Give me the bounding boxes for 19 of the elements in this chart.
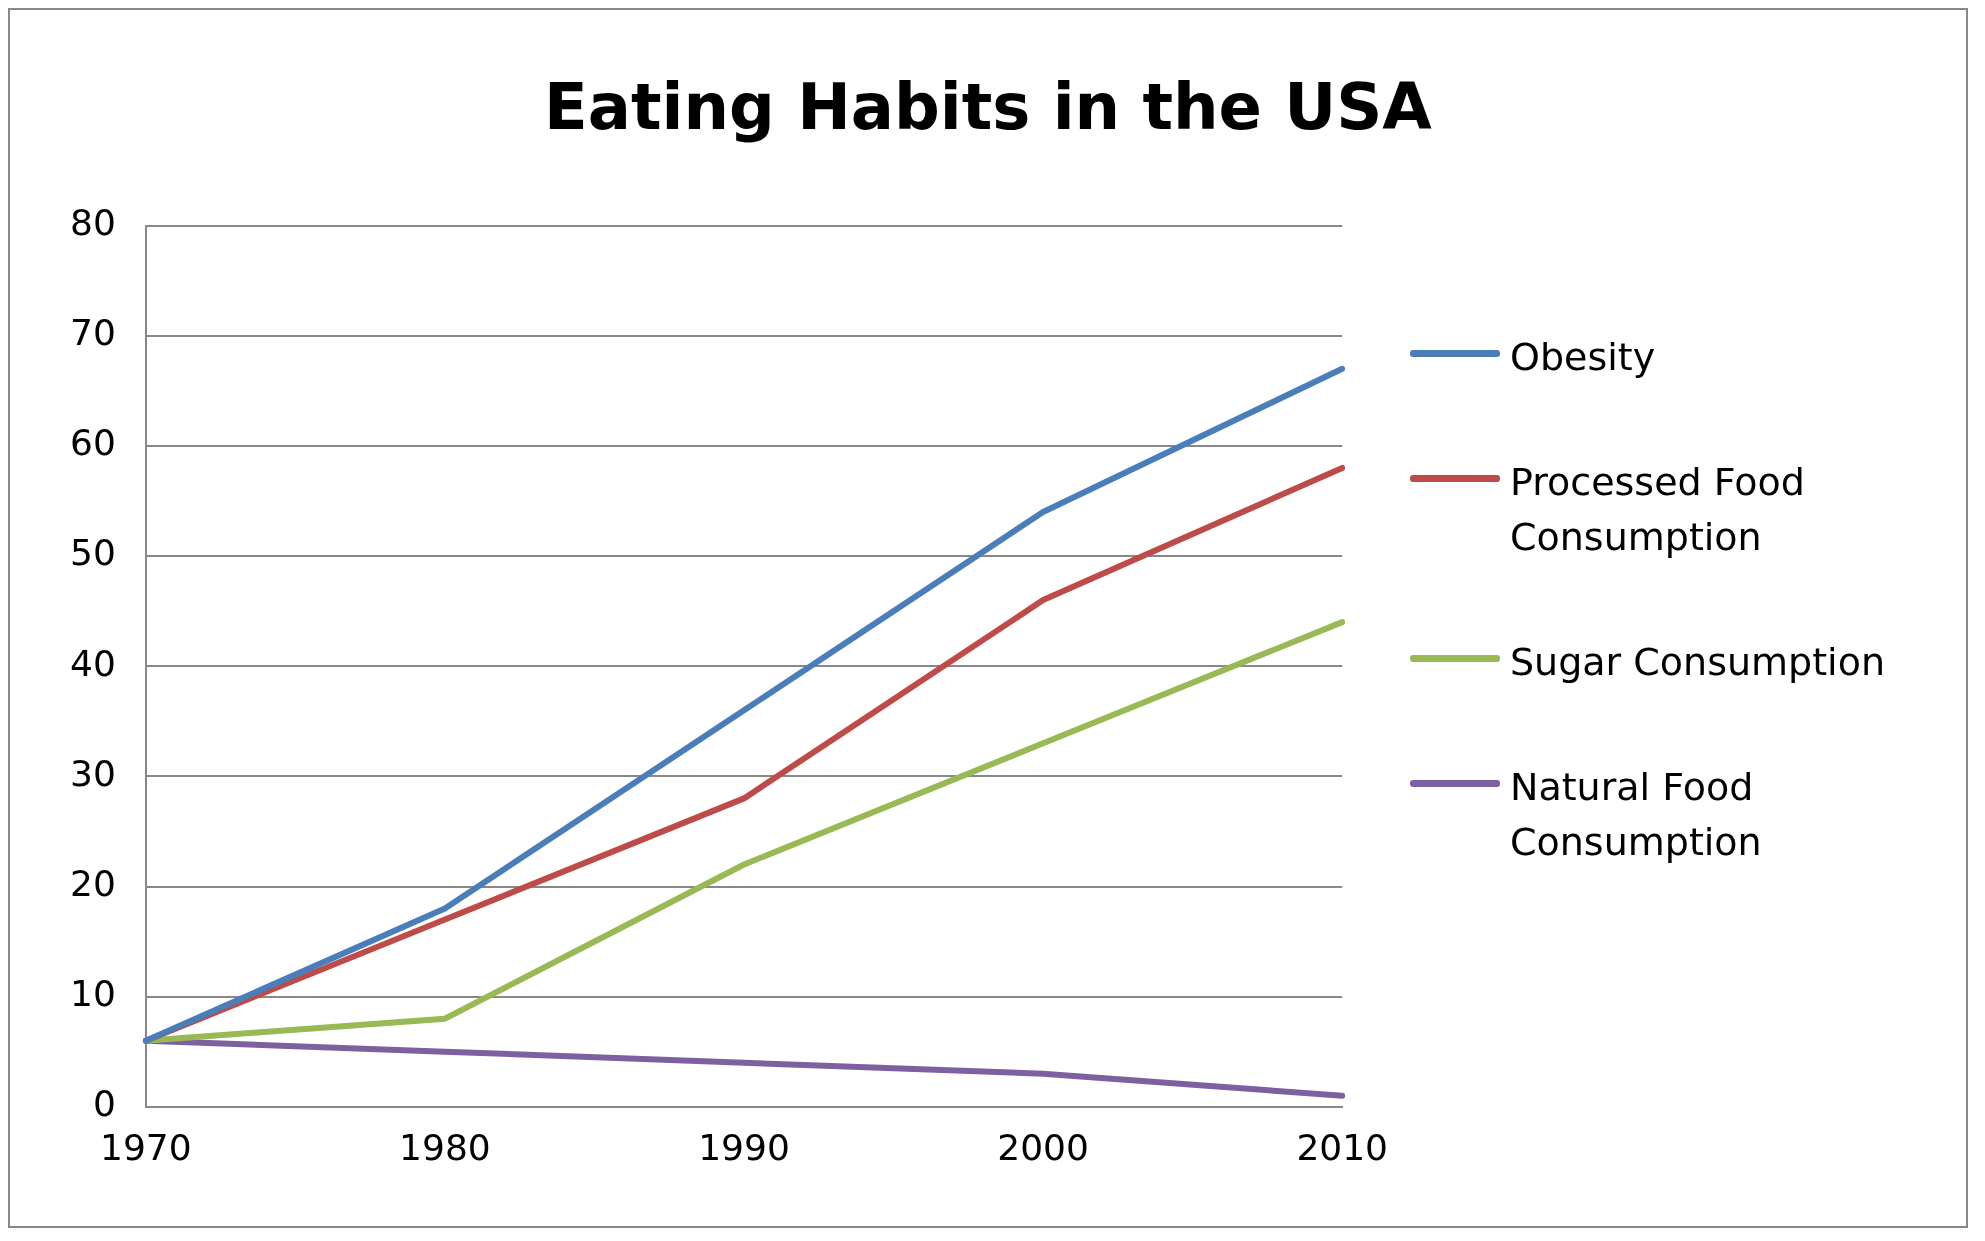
- y-tick-label: 40: [70, 642, 116, 684]
- y-tick-label: 80: [70, 201, 116, 243]
- x-tick-label: 2000: [997, 1126, 1089, 1168]
- y-tick-label: 60: [70, 422, 116, 464]
- x-tick-label: 1980: [399, 1126, 491, 1168]
- y-tick-label: 30: [70, 752, 116, 794]
- y-tick-label: 20: [70, 862, 116, 904]
- legend-label: Obesity: [1510, 333, 1656, 381]
- y-tick-label: 0: [92, 1083, 116, 1125]
- legend-label: Processed Food Consumption: [1510, 458, 1806, 561]
- x-tick-label: 1990: [698, 1126, 790, 1168]
- legend-label: Sugar Consumption: [1510, 639, 1885, 686]
- y-tick-label: 70: [70, 312, 116, 354]
- legend-label: Natural Food Consumption: [1510, 764, 1763, 867]
- chart-title: Eating Habits in the USA: [543, 69, 1433, 146]
- x-tick-label: 2010: [1296, 1126, 1388, 1168]
- x-tick-label: 1970: [100, 1126, 192, 1168]
- y-tick-label: 10: [70, 973, 116, 1015]
- y-tick-label: 50: [70, 532, 116, 574]
